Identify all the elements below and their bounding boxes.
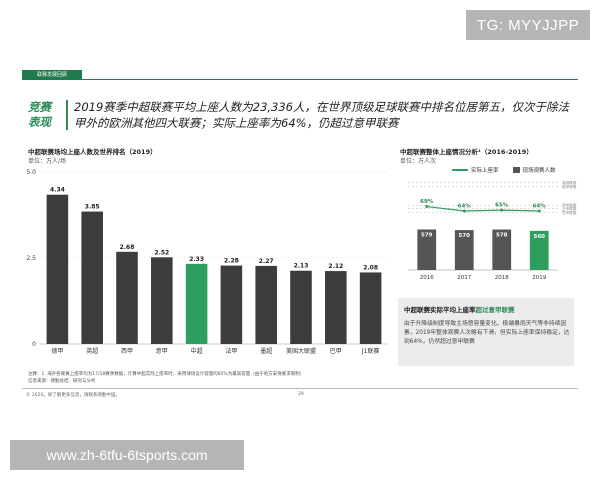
bar-value-label: 2.52 [154, 249, 169, 256]
bar-value-label: 2.08 [363, 264, 378, 271]
rate-value-label: 65% [495, 203, 509, 209]
y-tick-label: 2.5 [26, 255, 36, 262]
summary-title-prefix: 中超联赛实际平均上座率 [404, 306, 476, 314]
bar-value-label: 579 [421, 232, 433, 238]
rate-value-label: 64% [533, 204, 547, 210]
rate-point [537, 209, 541, 213]
y-tick-label: 5.0 [26, 169, 36, 176]
bar-value-label: 2.27 [259, 258, 274, 265]
bar [290, 270, 312, 344]
bar-value-label: 2.13 [294, 263, 309, 270]
x-tick-label: 美国大联盟 [286, 347, 316, 355]
rate-value-label: 64% [458, 204, 472, 210]
rate-point [462, 209, 466, 213]
x-tick-label: 2018 [495, 275, 509, 281]
bar-value-label: 3.85 [85, 204, 100, 211]
footer-copyright: © 2020。如了解更多信息，请联系德勤中国。 [26, 393, 120, 398]
headline-label: 竞赛表现 [28, 100, 51, 129]
header-rule [22, 79, 578, 80]
legend-item-rate: 实际上座率 [452, 166, 499, 174]
x-tick-label: 英超 [86, 347, 98, 355]
bar-value-label: 570 [459, 233, 471, 239]
bar-value-label: 2.12 [328, 263, 343, 270]
attendance-trend-chart: 英超联赛 - 96.1%德甲联赛 - 91.4% 西甲联赛 - 70.5%法甲联赛… [408, 180, 578, 281]
section-tag: 联赛发展回顾 [22, 70, 82, 79]
bar [454, 230, 474, 270]
footer-rule [22, 388, 578, 389]
attendance-bar-chart: 0 2.5 5.0 4.34 德甲 3.85 英超 2.68 西甲 2.52 意甲 2.33 中超 2.2… [26, 169, 388, 355]
bar-value-label: 4.34 [50, 187, 65, 194]
x-tick-label: 法甲 [225, 347, 237, 355]
bar [116, 251, 138, 344]
bar-value-label: 560 [534, 234, 546, 240]
right-chart-unit: 单位：万人次 [400, 158, 437, 165]
source-note: 信息来源：德勤总结、研究与分析 [28, 379, 96, 384]
legend-label-attendance: 现场观赛人数 [522, 168, 556, 174]
bar [359, 272, 382, 344]
x-tick-label: 意甲 [156, 347, 168, 355]
left-chart-title: 中超联赛场均上座人数及世界排名（2019） [28, 148, 157, 156]
legend-label-rate: 实际上座率 [471, 168, 499, 174]
left-chart-unit: 单位：万人/场 [28, 158, 67, 165]
watermark-top: TG: MYYJJPP [466, 10, 590, 40]
bar [185, 263, 208, 344]
reference-label: 意甲联赛 - 62.3% [562, 210, 578, 215]
bar [220, 265, 243, 344]
bar [492, 229, 512, 270]
y-tick-label: 0 [32, 341, 36, 348]
summary-box: 中超联赛实际平均上座率超过意甲联赛 由于升降级制度导致主场馆容量变化、极端暴雨天… [398, 298, 574, 366]
legend-item-attendance: 现场观赛人数 [512, 166, 556, 174]
slide: 联赛发展回顾 竞赛表现 2019赛季中超联赛平均上座人数为23,336人，在世界… [22, 70, 578, 405]
bar [255, 265, 277, 344]
x-tick-label: J1联赛 [361, 347, 380, 355]
x-tick-label: 2016 [420, 275, 434, 281]
x-tick-label: 中超 [191, 347, 203, 355]
reference-label: 法甲联赛 - 67.0% [562, 206, 578, 211]
rate-line [426, 205, 540, 212]
x-tick-label: 2019 [532, 275, 546, 281]
x-tick-label: 西甲 [121, 348, 133, 355]
summary-box-title: 中超联赛实际平均上座率超过意甲联赛 [404, 304, 515, 314]
legend-bar-swatch [512, 167, 520, 173]
bar [81, 211, 103, 344]
summary-box-text: 由于升降级制度导致主场馆容量变化、极端暴雨天气等非持续因素，2019年整体观赛人… [404, 321, 570, 345]
headline-text: 2019赛季中超联赛平均上座人数为23,336人，在世界顶级足球联赛中排名位居第… [74, 100, 570, 130]
page-number: 29 [298, 392, 304, 397]
bar-value-label: 578 [496, 233, 508, 239]
rate-value-label: 69% [420, 199, 434, 205]
headline-divider [66, 100, 68, 130]
bar [46, 194, 69, 344]
bar-value-label: 2.33 [189, 256, 204, 263]
right-chart-title: 中超联赛整体上座情况分析¹（2016-2019） [400, 148, 533, 156]
chart-note: 注释：1. 海外各联赛上座率均为17/18赛季数据，计算中超实际上座率时，采用球… [28, 372, 305, 377]
reference-label: 西甲联赛 - 70.5% [562, 203, 578, 208]
reference-label: 英超联赛 - 96.1% [562, 180, 578, 185]
x-tick-label: 德甲 [51, 347, 63, 355]
reference-label: 德甲联赛 - 91.4% [562, 184, 578, 189]
bar-value-label: 2.28 [224, 258, 239, 265]
rate-point [425, 205, 429, 209]
bar-value-label: 2.68 [120, 244, 135, 251]
summary-title-highlight: 超过意甲联赛 [475, 306, 515, 314]
right-chart-legend: 实际上座率 现场观赛人数 [452, 166, 556, 174]
bar [417, 229, 437, 270]
rate-point [500, 208, 504, 212]
watermark-bottom: www.zh-6tfu-6tsports.com [10, 440, 244, 470]
x-tick-label: 巴甲 [330, 348, 342, 355]
bar [151, 257, 173, 344]
x-tick-label: 2017 [457, 275, 471, 281]
bar [325, 271, 347, 344]
bar [529, 230, 549, 270]
legend-line-swatch [452, 169, 468, 171]
x-tick-label: 墨超 [260, 347, 272, 355]
